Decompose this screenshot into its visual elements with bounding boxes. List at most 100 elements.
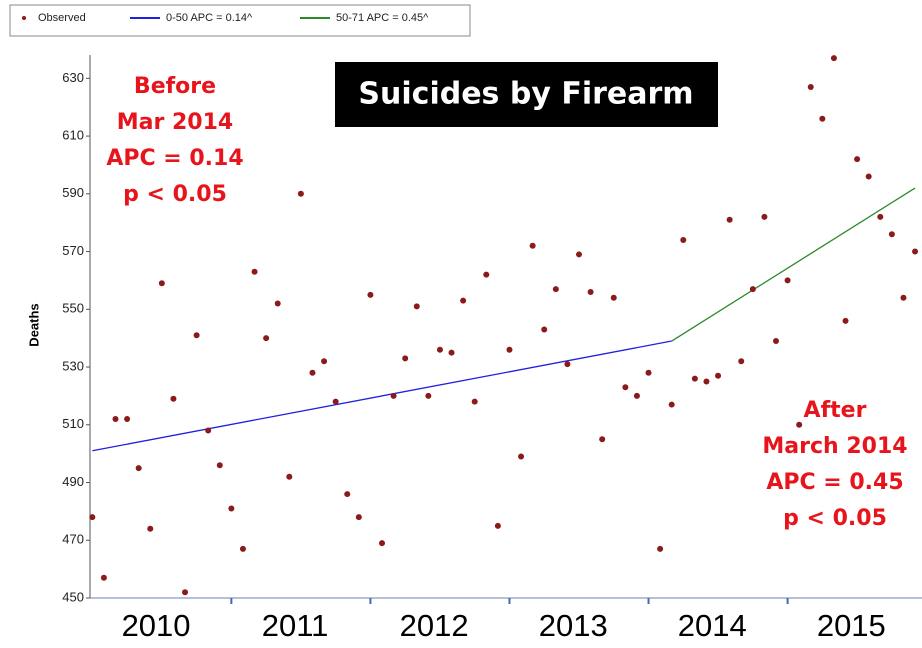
observed-point [135, 465, 142, 472]
observed-point [587, 288, 594, 295]
x-tick-label: 2014 [678, 608, 747, 643]
observed-point [912, 248, 919, 255]
observed-point [286, 473, 293, 480]
observed-point [599, 436, 606, 443]
annotation: APC = 0.14 [106, 146, 243, 171]
observed-point [193, 332, 200, 339]
observed-point [541, 326, 548, 333]
observed-point [691, 375, 698, 382]
observed-point [668, 401, 675, 408]
observed-point [100, 574, 107, 581]
observed-point [564, 361, 571, 368]
y-tick-label: 590 [62, 185, 84, 200]
observed-point [610, 294, 617, 301]
y-tick-label: 510 [62, 416, 84, 431]
observed-point [715, 372, 722, 379]
y-tick-label: 630 [62, 70, 84, 85]
x-tick-label: 2010 [122, 608, 191, 643]
observed-point [680, 237, 687, 243]
x-tick-label: 2013 [539, 608, 608, 643]
observed-point [819, 115, 826, 122]
observed-point [576, 251, 583, 258]
observed-point [274, 300, 281, 307]
observed-point [506, 346, 513, 353]
observed-point [390, 392, 397, 399]
observed-point [413, 303, 420, 310]
observed-point [344, 491, 351, 498]
observed-point [147, 525, 154, 532]
observed-point [830, 55, 837, 62]
y-axis-label: Deaths [26, 303, 41, 346]
observed-point [877, 213, 884, 220]
y-tick-label: 530 [62, 358, 84, 373]
annotation: APC = 0.45 [766, 470, 903, 495]
observed-point [865, 173, 872, 180]
observed-point [367, 291, 374, 298]
observed-point [703, 378, 710, 385]
observed-point [321, 358, 328, 365]
observed-point [309, 369, 316, 376]
title-box [335, 62, 718, 127]
observed-point [761, 213, 768, 220]
observed-point [807, 83, 814, 90]
observed-point [251, 268, 258, 275]
legend-label: 50-71 APC = 0.45^ [336, 12, 429, 24]
observed-point [645, 369, 652, 376]
y-tick-label: 610 [62, 128, 84, 143]
legend-label: 0-50 APC = 0.14^ [166, 12, 253, 24]
observed-point [772, 338, 779, 345]
observed-point [796, 421, 803, 428]
observed-point [89, 514, 96, 521]
legend-marker [22, 16, 26, 20]
annotation: Mar 2014 [117, 110, 233, 135]
x-tick-label: 2015 [817, 608, 886, 643]
observed-point [332, 398, 339, 405]
observed-point [784, 277, 791, 284]
observed-point [425, 392, 432, 399]
observed-point [518, 453, 525, 460]
observed-point [738, 358, 745, 365]
y-tick-label: 570 [62, 243, 84, 258]
observed-point [529, 242, 536, 249]
observed-point [633, 392, 640, 399]
observed-point [483, 271, 490, 278]
trend-line [671, 187, 916, 342]
observed-point [854, 156, 861, 163]
observed-point [726, 216, 733, 223]
annotation: p < 0.05 [783, 506, 887, 531]
y-tick-label: 470 [62, 532, 84, 547]
observed-point [622, 384, 629, 391]
chart-title: Suicides by Firearm [358, 77, 693, 112]
trend-line [92, 340, 672, 452]
annotation: After [804, 398, 867, 423]
observed-point [842, 317, 849, 324]
y-tick-label: 550 [62, 301, 84, 316]
legend-label: Observed [38, 12, 86, 24]
x-tick-label: 2011 [262, 608, 329, 643]
observed-point [124, 416, 131, 422]
y-tick-label: 450 [62, 589, 84, 604]
annotation: p < 0.05 [123, 182, 227, 207]
observed-point [749, 286, 756, 293]
observed-point [112, 416, 119, 422]
observed-point [216, 462, 223, 469]
observed-point [170, 395, 177, 402]
observed-point [448, 349, 455, 356]
observed-point [355, 514, 362, 521]
observed-point [552, 286, 559, 293]
legend-box [9, 4, 471, 37]
observed-point [228, 505, 235, 512]
annotation: March 2014 [762, 434, 907, 459]
observed-point [263, 335, 270, 342]
x-tick-label: 2012 [400, 608, 469, 643]
observed-point [297, 190, 304, 197]
observed-point [205, 427, 212, 434]
observed-point [494, 522, 501, 529]
observed-point [402, 355, 409, 362]
observed-point [888, 231, 895, 238]
observed-point [182, 589, 189, 596]
y-tick-label: 490 [62, 474, 84, 489]
observed-point [471, 398, 478, 405]
annotation: Before [134, 74, 216, 99]
